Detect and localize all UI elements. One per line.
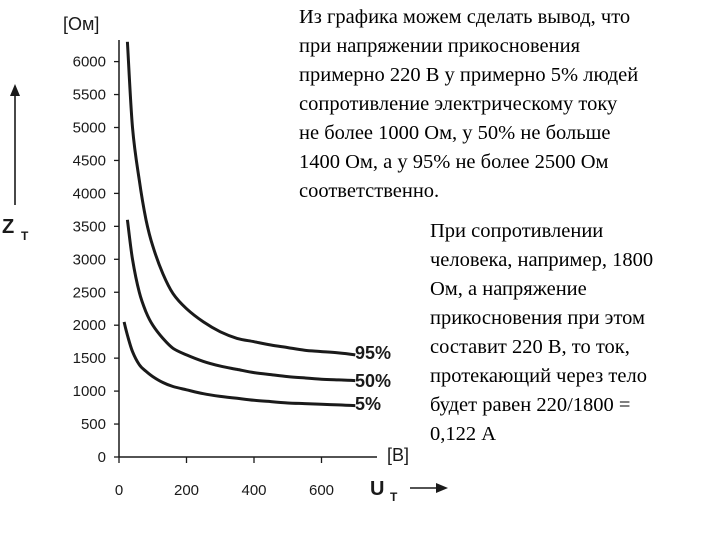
y-tick-label: 5500 [73, 87, 106, 104]
x-tick-label: 600 [309, 482, 334, 499]
x-tick-label: 400 [241, 482, 266, 499]
series-line-95pct [125, 41, 356, 357]
y-tick-label: 0 [98, 449, 106, 466]
y-tick-label: 4000 [73, 185, 106, 202]
x-unit-label: [В] [387, 445, 409, 465]
series-line-50pct [125, 219, 356, 383]
y-direction-arrow-head [10, 84, 20, 96]
y-tick-label: 2000 [73, 317, 106, 334]
series-label-5pct: 5% [355, 394, 381, 414]
y-tick-label: 3500 [73, 218, 106, 235]
y-tick-label: 6000 [73, 54, 106, 71]
series-label-95pct: 95% [355, 343, 391, 363]
series-label-50pct: 50% [355, 371, 391, 391]
x-direction-arrow-head [436, 483, 448, 493]
example-paragraph: При сопротивлении человека, например, 18… [430, 220, 654, 445]
y-tick-label: 1500 [73, 350, 106, 367]
x-axis-label-sub: T [390, 490, 398, 504]
y-axis-label: Z [2, 216, 14, 238]
y-tick-label: 1000 [73, 383, 106, 400]
y-axis-label-sub: T [21, 229, 29, 243]
x-tick-label: 200 [174, 482, 199, 499]
y-tick-label: 2500 [73, 284, 106, 301]
series-line-5pct [122, 321, 356, 408]
y-unit-label: [Ом] [63, 14, 99, 34]
conclusion-paragraph: Из графика можем сделать вывод, что при … [299, 6, 639, 202]
y-tick-label: 5000 [73, 120, 106, 137]
x-axis-label: U [370, 478, 384, 500]
y-tick-label: 500 [81, 416, 106, 433]
y-tick-label: 3000 [73, 251, 106, 268]
x-tick-label: 0 [115, 482, 123, 499]
y-tick-label: 4500 [73, 152, 106, 169]
